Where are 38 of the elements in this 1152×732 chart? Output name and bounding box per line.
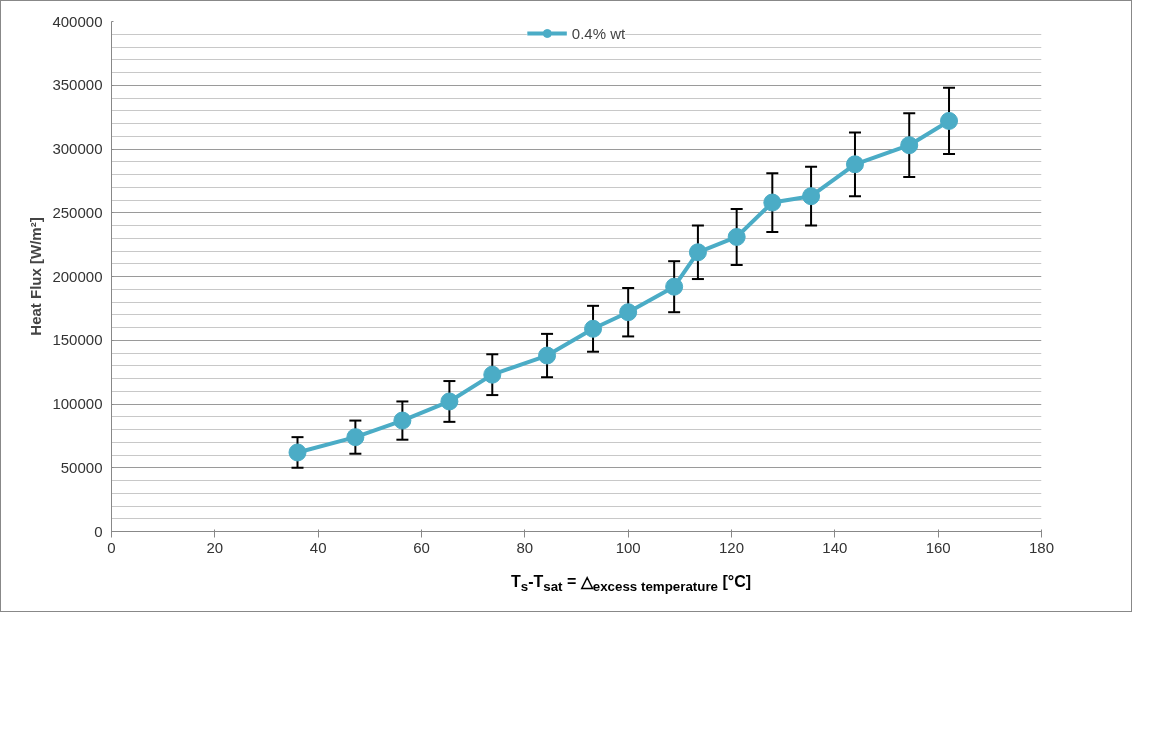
- point: [346, 428, 365, 447]
- x-tick-label: 120: [718, 538, 745, 556]
- point: [688, 243, 707, 262]
- x-tick-label: 0: [107, 538, 116, 556]
- point: [440, 392, 459, 411]
- y-tick-label: 400000: [52, 12, 103, 30]
- point: [483, 365, 502, 384]
- point: [288, 443, 307, 462]
- y-tick-label: 350000: [52, 76, 103, 94]
- point: [538, 346, 557, 365]
- point: [940, 111, 959, 130]
- x-axis-title: T$_{s}$-T$_{sat}$ = △$_{excess temperature}$ [°C]: [509, 572, 753, 597]
- x-tick-label: 180: [1028, 538, 1055, 556]
- point: [619, 303, 638, 322]
- x-tick-label: 100: [615, 538, 641, 556]
- point: [802, 187, 821, 206]
- x-tick-label: 40: [309, 538, 327, 556]
- point: [763, 193, 782, 212]
- x-tick-label: 80: [516, 538, 534, 556]
- y-axis-title: Heat Flux [W/m²]: [27, 217, 45, 336]
- y-tick-label: 300000: [52, 140, 103, 157]
- point: [584, 319, 603, 338]
- legend-label: 0.4% wt: [571, 24, 626, 42]
- y-tick-label: 200000: [52, 267, 103, 285]
- x-tick-label: 60: [413, 538, 430, 556]
- point: [727, 227, 746, 246]
- point: [393, 411, 412, 430]
- point: [900, 136, 919, 155]
- y-tick-label: 0: [94, 522, 103, 540]
- point: [665, 277, 684, 296]
- y-tick-label: 150000: [52, 331, 103, 349]
- x-tick-label: 160: [925, 538, 951, 556]
- y-tick-label: 250000: [52, 203, 103, 221]
- x-tick-label: 140: [822, 538, 848, 556]
- x-tick-label: 20: [206, 538, 224, 556]
- y-tick-label: 50000: [60, 458, 103, 476]
- y-tick-label: 100000: [52, 395, 103, 412]
- point: [845, 155, 864, 174]
